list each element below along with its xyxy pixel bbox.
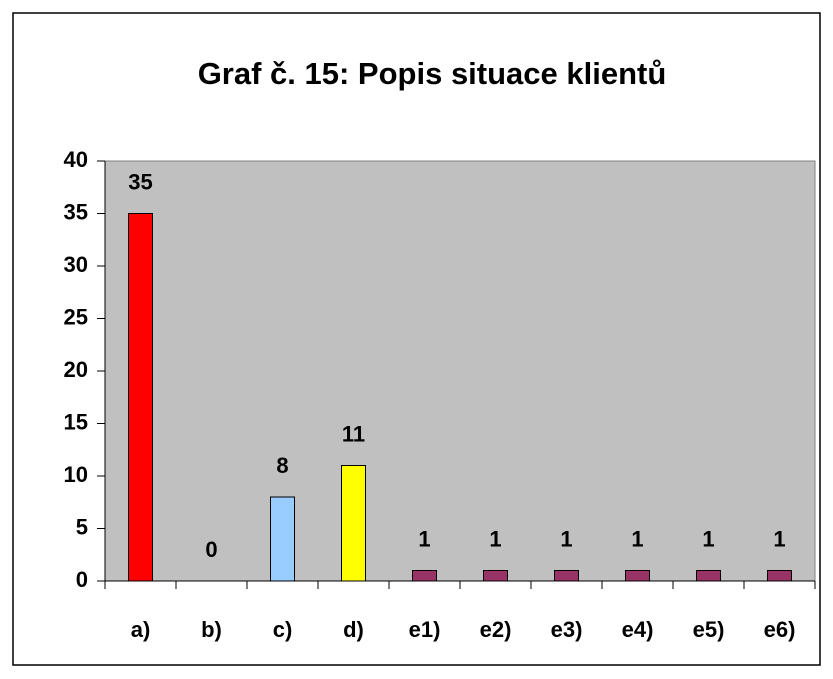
bar (625, 570, 650, 582)
y-tick-label: 10 (64, 462, 88, 487)
bar (483, 570, 508, 582)
bar (270, 496, 295, 582)
x-tick-label: e4) (622, 617, 654, 642)
x-tick-label: e1) (409, 617, 441, 642)
bar (767, 570, 792, 582)
x-tick-label: e2) (480, 617, 512, 642)
y-tick-label: 35 (64, 199, 88, 224)
data-label: 1 (631, 526, 643, 551)
data-label: 1 (560, 526, 572, 551)
bar (128, 213, 153, 582)
x-tick-label: a) (131, 617, 151, 642)
x-tick-label: e6) (764, 617, 796, 642)
bar (341, 465, 366, 582)
data-label: 11 (342, 421, 365, 446)
data-label: 1 (489, 526, 501, 551)
plot-area (104, 160, 816, 582)
bar (554, 570, 579, 582)
y-tick-label: 20 (64, 357, 88, 382)
y-tick-label: 25 (64, 304, 88, 329)
y-tick-label: 40 (64, 147, 88, 172)
chart-title: Graf č. 15: Popis situace klientů (198, 56, 667, 91)
y-tick-label: 30 (64, 252, 88, 277)
x-tick-label: c) (273, 617, 293, 642)
data-label: 35 (128, 169, 152, 194)
y-tick-label: 15 (64, 409, 88, 434)
data-label: 1 (418, 526, 430, 551)
data-label: 0 (205, 537, 217, 562)
x-tick-label: b) (201, 617, 222, 642)
y-tick-label: 5 (76, 514, 88, 539)
y-tick-label: 0 (76, 567, 88, 592)
x-tick-label: e5) (693, 617, 725, 642)
x-tick-label: d) (343, 617, 364, 642)
bar (412, 570, 437, 582)
x-tick-label: e3) (551, 617, 583, 642)
data-label: 1 (702, 526, 714, 551)
bar (696, 570, 721, 582)
data-label: 1 (773, 526, 785, 551)
data-label: 8 (276, 453, 288, 478)
